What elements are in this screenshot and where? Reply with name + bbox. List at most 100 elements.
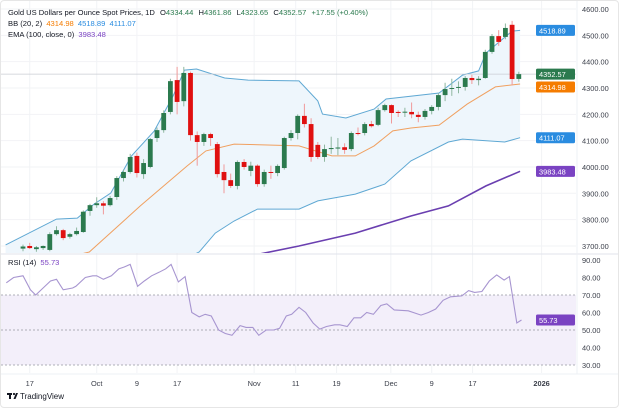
candle-body [40,245,46,249]
candle[interactable] [369,120,374,128]
candle[interactable] [415,111,421,123]
candle[interactable] [342,143,347,154]
candle[interactable] [496,30,502,46]
candle[interactable] [161,110,167,133]
time-axis[interactable]: 17 Oct 9 17 Nov 11 19 Dec 9 17 2026 [26,379,550,388]
candle[interactable] [355,127,361,136]
candle-body [54,230,59,235]
rsi-axis[interactable]: 90.00 80.00 70.00 60.00 50.00 40.00 30.00 [582,256,601,370]
candle[interactable] [208,132,213,146]
candle[interactable] [181,66,187,107]
candle[interactable] [214,141,220,178]
candle[interactable] [503,23,508,40]
candle[interactable] [47,232,53,252]
candle-body [94,203,100,206]
candle[interactable] [228,173,234,189]
candle[interactable] [134,152,140,178]
candle[interactable] [201,132,207,146]
candle[interactable] [462,76,468,91]
candle[interactable] [489,34,495,54]
candle-body [228,180,234,186]
candle[interactable] [87,203,93,216]
candle[interactable] [422,109,428,120]
candle[interactable] [288,130,294,141]
candle[interactable] [154,127,160,142]
candle[interactable] [348,131,354,152]
candle-body [362,124,368,134]
candle[interactable] [402,107,408,117]
candle[interactable] [147,138,153,169]
candle[interactable] [389,104,394,124]
candle[interactable] [469,74,475,85]
candle[interactable] [114,176,120,200]
candle[interactable] [127,153,133,174]
candle[interactable] [248,161,254,177]
candle[interactable] [456,81,461,94]
candle[interactable] [302,103,307,128]
candle[interactable] [315,141,321,160]
candle[interactable] [362,122,368,136]
candle-body [503,27,508,37]
candle[interactable] [335,138,341,156]
candle[interactable] [121,169,126,182]
candle[interactable] [482,49,488,79]
candle[interactable] [442,82,448,102]
candle-body [281,138,287,169]
candle[interactable] [194,131,200,166]
price-tags: 4518.89 4352.57 4314.98 4111.07 3983.48 55.73 [536,24,575,326]
candle-body [147,139,153,167]
candle[interactable] [382,103,388,112]
price-axis[interactable]: 4600.00 4500.00 4400.00 4300.00 4200.00 4100.… [582,5,609,251]
price-tick-label: 4500.00 [582,31,609,40]
candle[interactable] [476,76,481,86]
candle[interactable] [395,110,401,117]
candle[interactable] [322,144,327,162]
legend-rsi[interactable]: RSI (14) 55.73 [8,258,59,267]
candle[interactable] [328,136,334,154]
candle[interactable] [308,118,314,162]
candle[interactable] [261,169,267,187]
ema-line [260,170,521,253]
candle[interactable] [168,78,173,115]
candle[interactable] [436,93,441,111]
rsi-pane[interactable] [5,263,522,337]
candle[interactable] [281,136,287,170]
candle[interactable] [241,159,247,170]
candle[interactable] [80,210,86,233]
candle[interactable] [94,197,100,208]
candle-body [67,234,73,237]
candle[interactable] [40,245,46,250]
candle[interactable] [255,164,260,187]
candle[interactable] [107,195,113,207]
candle[interactable] [275,164,280,177]
candle-body [20,246,26,249]
candle[interactable] [54,226,59,236]
legend-bb[interactable]: BB (20, 2) 4314.98 4518.89 4111.07 [8,19,136,28]
candle[interactable] [20,244,26,252]
candle[interactable] [188,71,193,141]
candle[interactable] [74,227,79,236]
candle[interactable] [27,242,33,250]
candle[interactable] [221,164,227,194]
candle[interactable] [449,78,455,96]
candle[interactable] [141,159,146,179]
candle[interactable] [509,20,515,86]
candle[interactable] [67,232,73,239]
legend-ema[interactable]: EMA (100, close, 0) 3983.48 [8,30,106,39]
tradingview-logo[interactable]: TradingView [7,392,64,401]
price-pane[interactable] [1,20,576,325]
candle[interactable] [429,105,435,115]
candle[interactable] [235,160,240,190]
candle[interactable] [516,71,522,82]
rsi-value-tag-bg [536,314,575,326]
candle[interactable] [268,165,274,179]
candle[interactable] [60,228,66,241]
candle[interactable] [174,66,180,115]
candle[interactable] [295,114,301,140]
candle[interactable] [375,107,381,127]
candle[interactable] [34,245,39,252]
candle[interactable] [409,102,414,119]
time-tick-label: 17 [468,379,476,388]
candle[interactable] [101,201,106,215]
